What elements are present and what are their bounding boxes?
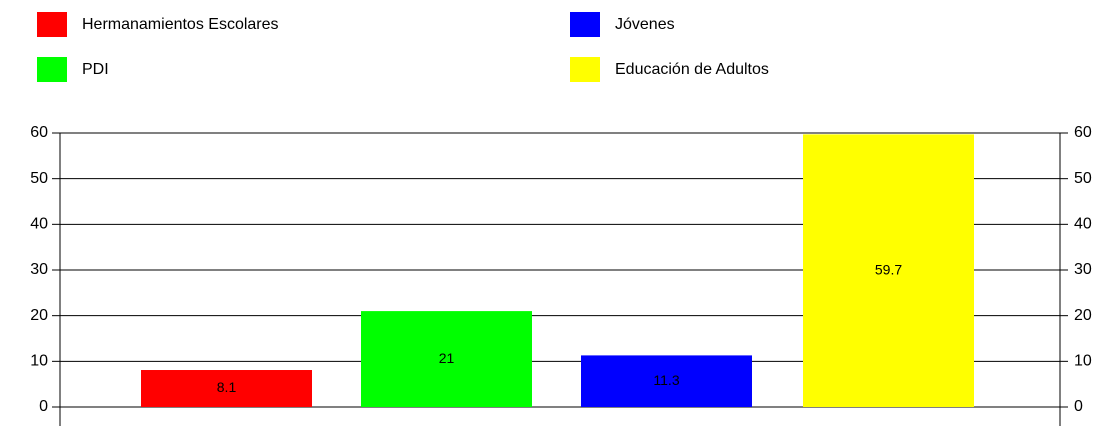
y-tick-label: 30: [30, 261, 48, 278]
value-label: 8.1: [217, 379, 237, 395]
legend-label: Hermanamientos Escolares: [82, 16, 279, 33]
bar: [803, 134, 974, 407]
y-tick-label: 50: [30, 170, 48, 187]
bar: [361, 311, 532, 407]
y2-tick-label: 0: [1074, 398, 1083, 415]
legend-swatch: [570, 57, 600, 82]
y-tick-label: 0: [39, 398, 48, 415]
y-tick-label: 60: [30, 124, 48, 141]
value-label: 11.3: [653, 372, 679, 388]
y2-tick-label: 20: [1074, 307, 1092, 324]
bar: [141, 370, 312, 407]
legend-swatch: [37, 12, 67, 37]
legend-swatch: [37, 57, 67, 82]
value-label: 59.7: [875, 261, 902, 277]
legend-label: Jóvenes: [615, 16, 675, 33]
value-label: 21: [439, 350, 455, 366]
bar: [581, 355, 752, 407]
y-tick-label: 10: [30, 353, 48, 370]
y2-tick-label: 10: [1074, 353, 1092, 370]
y2-tick-label: 40: [1074, 216, 1092, 233]
y2-tick-label: 60: [1074, 124, 1092, 141]
y-tick-label: 20: [30, 307, 48, 324]
legend-swatch: [570, 12, 600, 37]
y-tick-label: 40: [30, 216, 48, 233]
legend-label: PDI: [82, 61, 109, 78]
legend-label: Educación de Adultos: [615, 61, 769, 78]
y2-tick-label: 30: [1074, 261, 1092, 278]
y2-tick-label: 50: [1074, 170, 1092, 187]
